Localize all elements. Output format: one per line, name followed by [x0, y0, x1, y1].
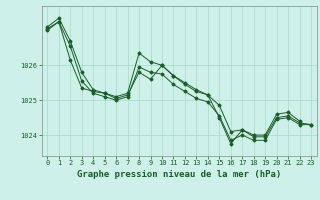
X-axis label: Graphe pression niveau de la mer (hPa): Graphe pression niveau de la mer (hPa)	[77, 170, 281, 179]
